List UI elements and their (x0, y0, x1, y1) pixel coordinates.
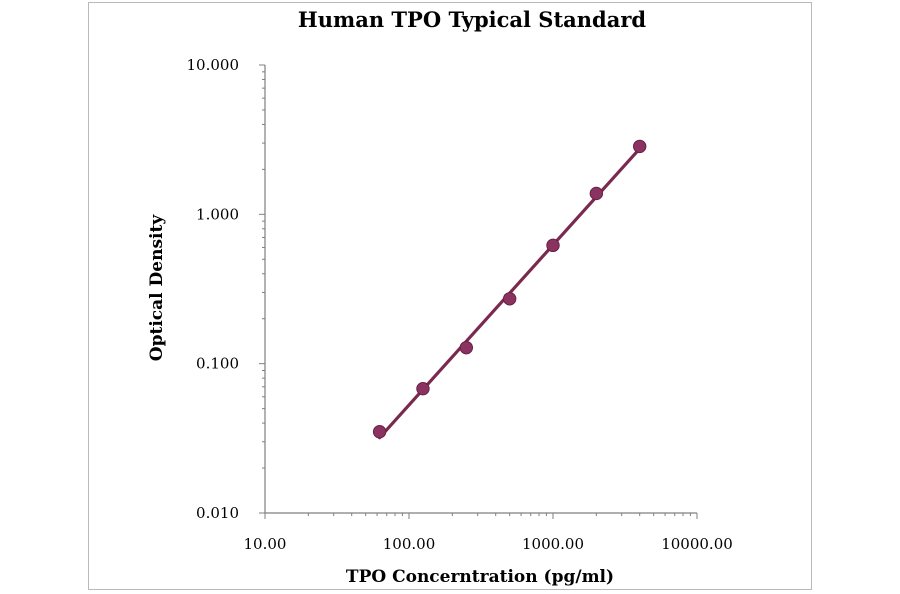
x-axis-label: TPO Concerntration (pg/ml) (346, 567, 614, 587)
data-point-group (372, 139, 647, 439)
data-point (546, 238, 560, 253)
y-tick-label: 0.010 (196, 504, 239, 522)
data-point (589, 186, 604, 201)
x-tick-label: 100.00 (383, 535, 436, 553)
y-axis-label: Optical Density (147, 214, 167, 362)
x-tick-label: 10000.00 (661, 535, 733, 553)
data-point (502, 292, 517, 306)
tick-label-group: 0.010 0.100 1.000 10.000 10.00 100.00 1000.00 1… (187, 56, 733, 553)
data-point (459, 340, 474, 355)
y-tick-label: 0.100 (196, 355, 239, 373)
x-tick-label: 10.00 (244, 535, 287, 553)
y-tick-label: 10.000 (187, 56, 240, 74)
data-point (632, 139, 647, 154)
y-tick-label: 1.000 (196, 205, 239, 223)
tick-group (259, 64, 698, 519)
chart-frame (88, 2, 812, 590)
chart-title: Human TPO Typical Standard (298, 7, 646, 32)
data-point (372, 425, 387, 439)
x-tick-label: 1000.00 (522, 535, 584, 553)
data-point (416, 381, 430, 396)
